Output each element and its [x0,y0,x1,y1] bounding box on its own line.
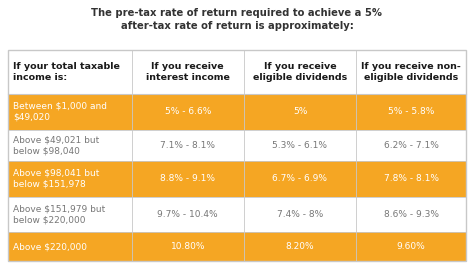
Text: 5% - 6.6%: 5% - 6.6% [164,107,211,116]
Text: 8.8% - 9.1%: 8.8% - 9.1% [160,174,215,183]
Text: 6.7% - 6.9%: 6.7% - 6.9% [273,174,328,183]
Bar [8,94,466,130]
Bar [8,161,466,197]
Text: Between $1,000 and
$49,020: Between $1,000 and $49,020 [13,102,107,122]
Text: Above $49,021 but
below $98,040: Above $49,021 but below $98,040 [13,135,99,155]
Bar [8,50,466,94]
Bar [8,50,466,261]
Text: If your total taxable
income is:: If your total taxable income is: [13,62,120,82]
Bar [8,130,466,161]
Bar [8,197,466,232]
Text: Above $98,041 but
below $151,978: Above $98,041 but below $151,978 [13,169,100,189]
Text: If you receive
eligible dividends: If you receive eligible dividends [253,62,347,82]
Text: 7.1% - 8.1%: 7.1% - 8.1% [160,141,215,150]
Text: Above $151,979 but
below $220,000: Above $151,979 but below $220,000 [13,205,105,225]
Text: The pre-tax rate of return required to achieve a 5%
after-tax rate of return is : The pre-tax rate of return required to a… [91,8,383,31]
Text: 5% - 5.8%: 5% - 5.8% [388,107,434,116]
Text: 8.6% - 9.3%: 8.6% - 9.3% [383,210,438,219]
Bar [8,232,466,261]
Text: Above $220,000: Above $220,000 [13,242,87,251]
Text: 9.7% - 10.4%: 9.7% - 10.4% [157,210,218,219]
Text: 7.4% - 8%: 7.4% - 8% [277,210,323,219]
Text: 7.8% - 8.1%: 7.8% - 8.1% [383,174,438,183]
Text: 9.60%: 9.60% [397,242,425,251]
Text: If you receive
interest income: If you receive interest income [146,62,230,82]
Text: 5%: 5% [293,107,307,116]
Text: 10.80%: 10.80% [171,242,205,251]
Text: If you receive non-
eligible dividends: If you receive non- eligible dividends [361,62,461,82]
Text: 5.3% - 6.1%: 5.3% - 6.1% [273,141,328,150]
Text: 6.2% - 7.1%: 6.2% - 7.1% [383,141,438,150]
Text: 8.20%: 8.20% [286,242,314,251]
